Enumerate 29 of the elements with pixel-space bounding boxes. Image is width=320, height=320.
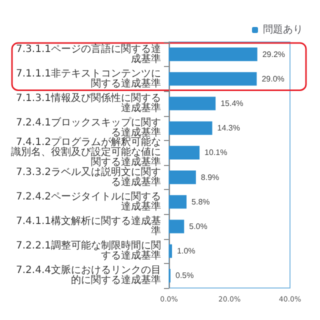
data-label: 29.2% bbox=[262, 50, 286, 59]
bar bbox=[169, 195, 187, 209]
y-tick-label: 7.3.1.1ページの言語に関する達成基準 bbox=[16, 42, 161, 65]
y-tick-label: 7.4.1.2プログラムが解釈可能な識別名、役割及び設定可能な値に関する達成基準 bbox=[11, 136, 161, 168]
data-label: 15.4% bbox=[220, 99, 244, 108]
data-label: 14.3% bbox=[217, 124, 240, 133]
legend-label: 問題あり bbox=[263, 24, 303, 36]
bar bbox=[169, 170, 196, 184]
bar bbox=[169, 220, 184, 234]
bar bbox=[169, 244, 172, 258]
data-label: 0.5% bbox=[176, 271, 194, 280]
bar bbox=[169, 96, 216, 110]
bar bbox=[169, 72, 257, 86]
data-label: 10.1% bbox=[204, 148, 228, 158]
data-label: 29.0% bbox=[262, 74, 284, 84]
y-tick-label: 7.4.1.1構文解析に関する達成基準 bbox=[16, 215, 161, 237]
data-label: 5.8% bbox=[192, 197, 210, 206]
y-tick-label: 7.3.3.2ラベル又は説明文に関する達成基準 bbox=[16, 166, 161, 188]
data-label: 8.9% bbox=[200, 172, 220, 182]
bar bbox=[169, 146, 200, 160]
y-tick-label: 7.1.1.1非テキストコンテンツに関する達成基準 bbox=[16, 67, 161, 90]
y-tick-label: 7.2.4.2ページタイトルに関する達成基準 bbox=[16, 191, 161, 212]
data-label: 1.0% bbox=[177, 246, 196, 256]
bar bbox=[169, 121, 212, 135]
data-label: 5.0% bbox=[189, 222, 208, 231]
y-tick-label: 7.1.3.1情報及び関係性に関する達成基準 bbox=[16, 92, 161, 114]
bar bbox=[169, 48, 258, 62]
y-tick-label: 7.2.4.4文脈におけるリンクの目的に関する達成基準 bbox=[16, 264, 161, 286]
y-tick-label: 7.2.2.1調整可能な制限時間に関する達成基準 bbox=[16, 240, 161, 262]
